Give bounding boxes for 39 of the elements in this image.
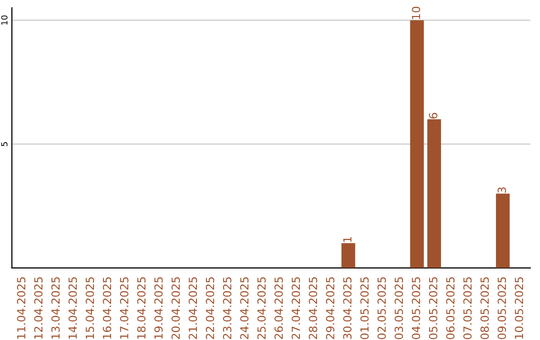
x-tick-label: 10.05.2025 (514, 277, 524, 339)
data-label: 10 (412, 6, 420, 19)
x-tick-label: 07.05.2025 (463, 277, 472, 340)
x-tick-label: 26.04.2025 (274, 277, 283, 340)
x-tick-label: 09.05.2025 (498, 277, 506, 340)
y-tick-label: 5 (1, 142, 8, 146)
bar (427, 119, 442, 268)
x-tick-label: 27.04.2025 (292, 277, 300, 340)
data-label: 6 (428, 112, 438, 119)
data-label: 1 (343, 237, 352, 242)
x-tick-label: 16.04.2025 (102, 277, 112, 339)
x-tick-label: 04.05.2025 (412, 277, 420, 340)
x-tick-label: 17.04.2025 (120, 277, 128, 339)
x-tick-label: 22.04.2025 (206, 277, 214, 340)
x-tick-label: 01.05.2025 (360, 277, 369, 340)
x-tick-label: 19.04.2025 (154, 277, 163, 339)
x-tick-label: 29.04.2025 (326, 277, 334, 340)
x-tick-label: 18.04.2025 (137, 277, 146, 339)
x-tick-label: 11.04.2025 (17, 277, 26, 339)
x-tick-label: 21.04.2025 (188, 277, 198, 340)
x-tick-label: 20.04.2025 (171, 277, 180, 340)
data-label: 3 (498, 187, 506, 193)
x-tick-label: 03.05.2025 (394, 277, 404, 340)
x-tick-label: 23.04.2025 (222, 277, 232, 340)
x-tick-label: 30.04.2025 (343, 277, 352, 340)
x-tick-label: 25.04.2025 (257, 277, 266, 340)
x-tick-label: 02.05.2025 (377, 277, 386, 340)
x-tick-label: 08.05.2025 (480, 277, 489, 340)
x-tick-label: 12.04.2025 (34, 277, 43, 339)
x-tick-label: 06.05.2025 (446, 277, 455, 340)
x-tick-label: 24.04.2025 (240, 277, 249, 340)
bar (496, 194, 510, 268)
x-tick-label: 05.05.2025 (428, 277, 438, 340)
x-tick-label: 28.04.2025 (308, 277, 318, 340)
bar (341, 243, 356, 268)
bar (410, 20, 424, 268)
x-tick-label: 13.04.2025 (51, 277, 60, 339)
x-tick-label: 15.04.2025 (86, 277, 94, 339)
x-tick-label: 14.04.2025 (68, 277, 77, 339)
